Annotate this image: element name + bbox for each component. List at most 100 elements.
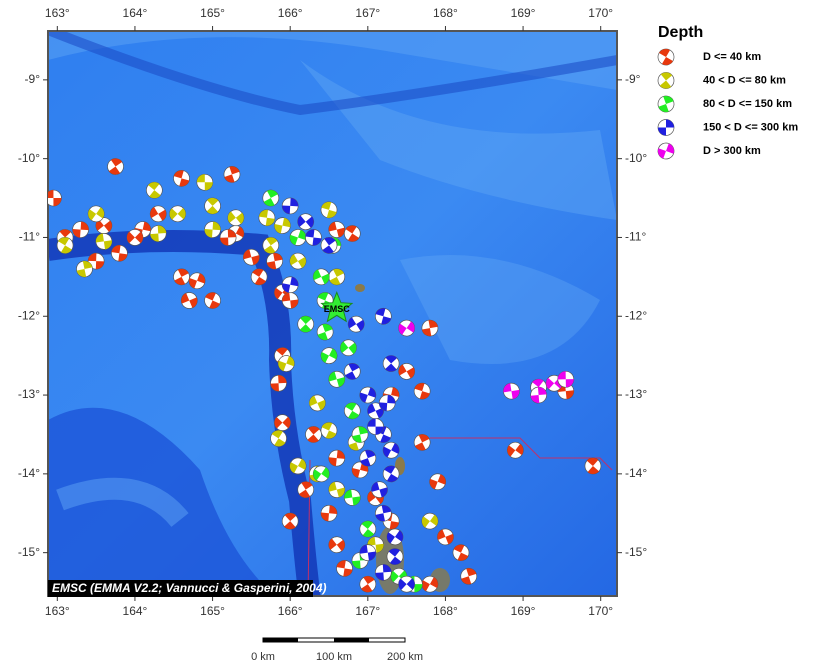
focal-mechanism [281,512,299,530]
y-tick-label: -15° [18,545,40,559]
focal-mechanism [274,217,291,234]
focal-mechanism [398,575,415,593]
focal-mechanism [460,567,478,585]
focal-mechanism [413,382,431,400]
map-frame [47,30,618,597]
focal-mechanism [320,201,338,219]
focal-mechanism [87,252,105,270]
focal-mechanism [297,213,315,231]
scale-bar: 0 km 100 km 200 km [251,637,423,663]
y-tick-label: -14° [18,466,40,480]
focal-mechanism [270,374,287,392]
y-tick-label: -9° [25,72,41,86]
x-tick-label: 168° [433,604,458,618]
focal-mechanism [95,233,113,250]
x-tick-label: 163° [45,6,70,20]
focal-mechanism [196,173,214,191]
focal-mechanism [320,504,338,522]
x-tick-label: 165° [200,6,225,20]
x-tick-label: 166° [278,604,303,618]
focal-mechanism [169,205,186,223]
focal-mechanism [328,268,346,286]
overlay: 163° 163° 164° 164° 165° 165° 166° 166° 167° 167°… [18,6,798,618]
focal-mechanism [359,520,377,538]
focal-mechanism [374,307,392,325]
focal-mechanism [72,221,89,238]
focal-mechanism [378,394,396,412]
focal-mechanism [328,449,346,467]
focal-mechanism [227,209,245,227]
legend-label: 40 < D <= 80 km [703,74,786,86]
events [48,158,602,593]
focal-mechanism [107,158,124,175]
focal-mechanism [281,292,299,309]
focal-mechanism [437,528,454,546]
y-tick-label: -13° [625,387,647,401]
focal-mechanism [145,181,163,199]
focal-mechanism [48,189,62,207]
focal-mechanism [262,236,280,254]
focal-mechanism [328,481,346,498]
scale-label: 100 km [316,651,352,663]
x-tick-label: 167° [355,6,380,20]
focal-mechanism [421,575,439,593]
x-tick-label: 168° [433,6,458,20]
focal-mechanism [657,72,675,89]
x-tick-label: 166° [278,6,303,20]
focal-mechanism [657,119,675,136]
y-tick-label: -12° [625,308,647,322]
focal-mechanism [374,564,392,581]
focal-mechanism [452,544,470,562]
focal-mechanism [250,268,268,286]
focal-mechanism [297,315,315,333]
x-tick-label: 165° [200,604,225,618]
focal-mechanism [56,236,74,254]
y-tick-label: -11° [19,230,40,244]
focal-mechanism [180,292,198,309]
focal-mechanism [382,441,400,459]
focal-mechanism [343,363,361,380]
focal-mechanism [258,209,276,227]
focal-mechanism [343,402,361,420]
focal-mechanism [398,319,415,337]
y-tick-label: -10° [18,151,40,165]
y-tick-label: -10° [625,151,647,165]
focal-mechanism [149,225,167,242]
focal-mechanism [328,536,346,554]
legend-label: 80 < D <= 150 km [703,98,792,110]
focal-mechanism [336,560,353,577]
focal-mechanism [421,512,439,530]
focal-mechanism [223,166,241,183]
x-tick-label: 164° [123,604,148,618]
legend-label: D <= 40 km [703,51,761,63]
focal-mechanism [359,449,377,467]
focal-mechanism [584,457,602,475]
y-tick-label: -12° [18,308,40,322]
x-tick-label: 170° [588,6,613,20]
focal-mechanism [87,205,105,223]
y-tick-label: -13° [18,387,40,401]
focal-mechanism [320,236,338,254]
legend-title: Depth [658,24,703,41]
focal-mechanism [320,422,338,439]
y-tick-label: -11° [625,230,646,244]
focal-mechanism [386,548,404,565]
y-tick-label: -9° [625,72,641,86]
focal-mechanism [277,355,295,372]
focal-mechanism [657,95,675,113]
focal-mechanism [413,433,431,451]
focal-mechanism [281,197,299,215]
focal-mechanism [270,430,287,447]
focal-mechanism [126,229,144,246]
focal-mechanism [320,347,338,365]
focal-mechanism [367,418,384,435]
focal-mechanism [219,229,237,246]
focal-mechanism [95,217,113,234]
station-label: EMSC [324,304,351,314]
credit-box [48,580,313,597]
credit: EMSC (EMMA V2.2; Vannucci & Gasperini, 2… [52,581,327,595]
focal-mechanism [657,48,675,66]
focal-mechanism [351,426,369,443]
y-tick-label: -15° [625,545,647,559]
